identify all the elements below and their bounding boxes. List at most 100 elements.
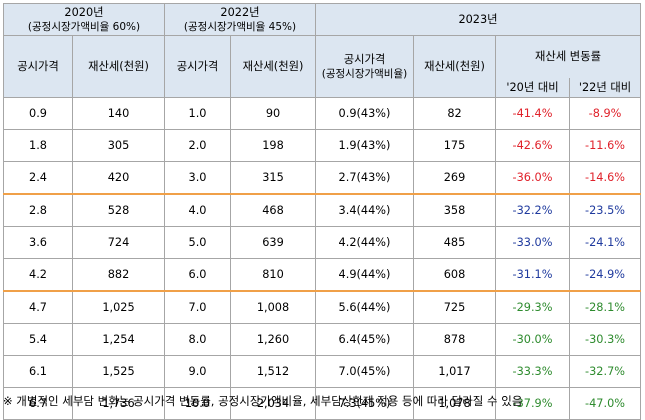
tax-2023-cell: 358 [413,193,496,227]
price-2022-cell: 2.0 [164,129,231,162]
price-2023-cell: 4.2(44%) [315,226,414,259]
col-price-2023-ratio: (공정시장가액비율) [321,67,408,80]
price-2022-cell: 1.0 [164,97,231,130]
tax-2022-cell: 1,260 [230,323,316,356]
table-row: 3.6 724 5.0 639 4.2(44%) 485 -33.0% -24.1% [3,226,642,259]
tax-2020-cell: 420 [72,161,165,195]
tax-2023-cell: 485 [413,226,496,259]
table-row: 4.2 882 6.0 810 4.9(44%) 608 -31.1% -24.9% [3,258,642,292]
header-2020: 2020년 (공정시장가액비율 60%) [3,3,165,36]
tax-2023-cell: 269 [413,161,496,195]
price-2022-cell: 5.0 [164,226,231,259]
change-vs-2020-cell: -36.0% [495,161,570,195]
tax-2020-cell: 1,254 [72,323,165,356]
change-vs-2020-cell: -42.6% [495,129,570,162]
change-vs-2020-cell: -33.3% [495,355,570,388]
price-2023-cell: 2.7(43%) [315,161,414,195]
table-row: 4.7 1,025 7.0 1,008 5.6(44%) 725 -29.3% -28.1% [3,290,642,324]
change-vs-2022-cell: -11.6% [568,129,642,162]
col-tax-2020: 재산세(천원) [72,35,165,98]
price-2020-cell: 2.8 [3,193,73,227]
col-tax-2022: 재산세(천원) [230,35,316,98]
price-2023-cell: 4.9(44%) [315,258,414,292]
table-row: 2.4 420 3.0 315 2.7(43%) 269 -36.0% -14.6% [3,161,642,195]
change-vs-2020-cell: -29.3% [495,290,570,324]
tax-2022-cell: 468 [230,193,316,227]
table-row: 5.4 1,254 8.0 1,260 6.4(45%) 878 -30.0% -30.3% [3,323,642,356]
col-price-2023-label: 공시가격 [343,52,386,66]
tax-2020-cell: 1,025 [72,290,165,324]
price-2022-cell: 6.0 [164,258,231,292]
tax-2022-cell: 1,512 [230,355,316,388]
col-change: 재산세 변동률 [494,35,642,78]
tax-2023-cell: 175 [413,129,496,162]
col-tax-2023: 재산세(천원) [413,35,496,98]
tax-2023-cell: 725 [413,290,496,324]
price-2022-cell: 3.0 [164,161,231,195]
tax-2022-cell: 315 [230,161,316,195]
change-vs-2022-cell: -14.6% [568,161,642,195]
price-2020-cell: 3.6 [3,226,73,259]
change-vs-2022-cell: -30.3% [568,323,642,356]
tax-2020-cell: 882 [72,258,165,292]
price-2022-cell: 9.0 [164,355,231,388]
tax-2022-cell: 810 [230,258,316,292]
price-2020-cell: 6.1 [3,355,73,388]
price-2020-cell: 1.8 [3,129,73,162]
price-2023-cell: 3.4(44%) [315,193,414,227]
change-vs-2020-cell: -30.0% [495,323,570,356]
change-vs-2020-cell: -31.1% [495,258,570,292]
header-2022-year: 2022년 [220,5,260,19]
price-2023-cell: 7.0(45%) [315,355,414,388]
tax-2022-cell: 198 [230,129,316,162]
tax-2020-cell: 1,525 [72,355,165,388]
tax-2022-cell: 639 [230,226,316,259]
col-vs-2020: '20년 대비 [495,77,570,98]
change-vs-2022-cell: -8.9% [568,97,642,130]
header-2022: 2022년 (공정시장가액비율 45%) [164,3,316,36]
header-2020-year: 2020년 [64,5,104,19]
col-vs-2022: '22년 대비 [568,77,642,98]
tax-2022-cell: 1,008 [230,290,316,324]
header-2022-ratio: (공정시장가액비율 45%) [183,20,297,33]
tax-2023-cell: 82 [413,97,496,130]
price-2023-cell: 0.9(43%) [315,97,414,130]
change-vs-2022-cell: -23.5% [568,193,642,227]
tax-2023-cell: 608 [413,258,496,292]
table-row: 0.9 140 1.0 90 0.9(43%) 82 -41.4% -8.9% [3,97,642,130]
change-vs-2020-cell: -41.4% [495,97,570,130]
price-2023-cell: 1.9(43%) [315,129,414,162]
tax-2020-cell: 724 [72,226,165,259]
tax-2023-cell: 1,017 [413,355,496,388]
tax-2020-cell: 140 [72,97,165,130]
change-vs-2022-cell: -47.0% [568,387,642,420]
price-2020-cell: 0.9 [3,97,73,130]
price-2022-cell: 7.0 [164,290,231,324]
tax-2023-cell: 878 [413,323,496,356]
change-vs-2022-cell: -24.1% [568,226,642,259]
table-row: 6.1 1,525 9.0 1,512 7.0(45%) 1,017 -33.3% -32.7… [3,355,642,388]
price-2020-cell: 2.4 [3,161,73,195]
tax-2020-cell: 528 [72,193,165,227]
table-row: 1.8 305 2.0 198 1.9(43%) 175 -42.6% -11.6% [3,129,642,162]
col-price-2023: 공시가격 (공정시장가액비율) [315,35,414,98]
price-2022-cell: 8.0 [164,323,231,356]
price-2023-cell: 5.6(44%) [315,290,414,324]
change-vs-2022-cell: -32.7% [568,355,642,388]
col-price-2020: 공시가격 [3,35,73,98]
price-2020-cell: 4.7 [3,290,73,324]
tax-2022-cell: 90 [230,97,316,130]
table-row: 2.8 528 4.0 468 3.4(44%) 358 -32.2% -23.5% [3,193,642,227]
tax-2020-cell: 305 [72,129,165,162]
header-2020-ratio: (공정시장가액비율 60%) [27,20,141,33]
change-vs-2020-cell: -33.0% [495,226,570,259]
price-2020-cell: 5.4 [3,323,73,356]
price-2020-cell: 4.2 [3,258,73,292]
header-2023: 2023년 [314,3,642,36]
price-2023-cell: 6.4(45%) [315,323,414,356]
price-2022-cell: 4.0 [164,193,231,227]
change-vs-2020-cell: -32.2% [495,193,570,227]
change-vs-2022-cell: -24.9% [568,258,642,292]
property-tax-table: 2020년 (공정시장가액비율 60%) 2022년 (공정시장가액비율 45%… [3,3,642,420]
table-body: 0.9 140 1.0 90 0.9(43%) 82 -41.4% -8.9% 1.8 305 2.… [3,97,642,420]
